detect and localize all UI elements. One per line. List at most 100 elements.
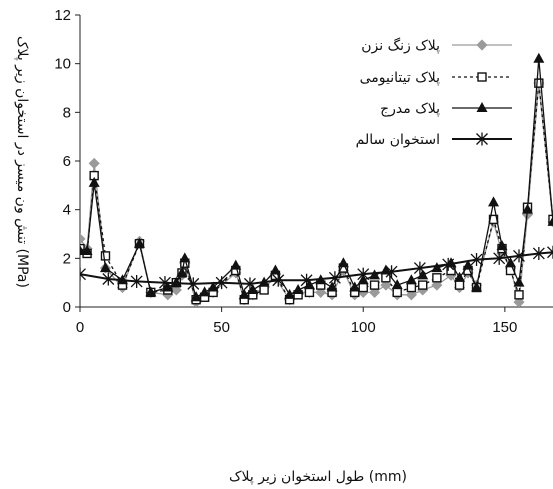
- x-tick-label: 100: [351, 319, 376, 336]
- data-point-square: [514, 290, 524, 300]
- data-point-star: [272, 273, 285, 287]
- data-point-square: [454, 280, 465, 290]
- series-group: [80, 52, 553, 307]
- y-tick-label: 2: [63, 250, 71, 267]
- data-point-square: [534, 78, 544, 88]
- data-point-star: [159, 276, 171, 290]
- data-point-triangle: [269, 264, 281, 275]
- data-point-star: [102, 272, 115, 286]
- legend-item-2: پلاک تیتانیومی: [360, 70, 512, 86]
- legend-item-4: استخوان سالم: [356, 132, 512, 148]
- data-point-star: [442, 257, 455, 271]
- series-2: [80, 78, 553, 305]
- data-point-square: [406, 282, 417, 293]
- y-tick-label: 12: [54, 7, 71, 24]
- data-point-diamond: [513, 296, 525, 307]
- data-point-diamond: [88, 157, 100, 169]
- data-point-square: [548, 214, 553, 225]
- data-point-triangle: [230, 259, 242, 270]
- data-point-triangle: [199, 286, 211, 297]
- data-point-star: [80, 267, 86, 281]
- data-point-triangle: [292, 283, 304, 294]
- x-tick-label: 150: [492, 319, 517, 336]
- data-point-triangle: [326, 281, 338, 292]
- y-tick-label: 6: [63, 153, 71, 170]
- data-point-square: [369, 280, 380, 290]
- x-tick-label: 50: [213, 319, 230, 336]
- data-point-square: [477, 72, 487, 82]
- data-point-triangle: [369, 269, 381, 280]
- data-point-triangle: [454, 271, 466, 282]
- data-point-square: [100, 251, 111, 261]
- data-point-star: [493, 251, 506, 265]
- data-point-star: [470, 253, 483, 267]
- data-point-diamond: [80, 233, 86, 245]
- data-point-triangle: [145, 286, 157, 297]
- legend-item-3: پلاک مدرج: [380, 101, 512, 117]
- data-point-triangle: [405, 274, 417, 285]
- data-point-square: [80, 243, 85, 254]
- data-point-star: [532, 246, 545, 260]
- data-point-star: [187, 277, 200, 291]
- data-point-square: [432, 273, 442, 283]
- data-point-square: [392, 287, 402, 298]
- data-point-star: [130, 274, 143, 288]
- series-line: [80, 83, 553, 304]
- data-point-triangle: [179, 252, 191, 263]
- data-point-triangle: [533, 52, 545, 63]
- data-point-diamond: [476, 39, 488, 51]
- y-tick-label: 0: [63, 299, 71, 316]
- series-line: [80, 83, 553, 301]
- data-point-triangle: [522, 203, 534, 214]
- data-point-triangle: [417, 269, 429, 280]
- data-point-star: [513, 249, 525, 263]
- data-point-triangle: [496, 240, 508, 251]
- data-point-triangle: [284, 288, 296, 299]
- data-point-triangle: [176, 266, 188, 277]
- data-point-triangle: [505, 257, 517, 268]
- data-point-triangle: [247, 283, 259, 294]
- data-point-triangle: [238, 288, 250, 299]
- data-point-triangle: [488, 196, 500, 207]
- y-tick-label: 8: [63, 104, 71, 121]
- data-point-diamond: [315, 286, 327, 298]
- legend-label: پلاک تیتانیومی: [360, 70, 440, 86]
- y-tick-label: 4: [63, 202, 71, 219]
- data-point-star: [243, 277, 256, 291]
- data-point-triangle: [337, 257, 349, 268]
- data-point-square: [418, 280, 428, 290]
- x-tick-label: 0: [76, 319, 84, 336]
- data-point-triangle: [391, 279, 403, 290]
- data-point-triangle: [349, 281, 361, 292]
- data-point-star: [357, 267, 370, 281]
- data-point-diamond: [368, 286, 381, 298]
- legend-label: استخوان سالم: [356, 132, 440, 148]
- data-point-triangle: [88, 176, 100, 187]
- data-point-square: [259, 285, 269, 295]
- data-point-star: [385, 265, 398, 279]
- data-point-triangle: [471, 281, 483, 292]
- series-4: [80, 245, 553, 291]
- legend-item-1: پلاک زنگ نزن: [361, 37, 512, 54]
- data-point-triangle: [476, 102, 488, 112]
- data-point-triangle: [462, 259, 474, 270]
- data-point-diamond: [405, 289, 417, 301]
- x-axis-title: طول استخوان زیر پلاک (mm): [229, 469, 407, 485]
- legend-label: پلاک زنگ نزن: [361, 37, 440, 54]
- data-point-star: [328, 271, 341, 285]
- data-point-triangle: [190, 291, 202, 302]
- data-point-star: [547, 245, 553, 259]
- data-point-diamond: [431, 279, 443, 291]
- data-point-triangle: [99, 262, 111, 273]
- data-point-triangle: [133, 237, 145, 248]
- data-point-square: [358, 282, 368, 293]
- data-point-star: [476, 132, 488, 146]
- data-point-star: [215, 276, 228, 290]
- series-line: [80, 58, 553, 299]
- legend-label: پلاک مدرج: [380, 101, 440, 117]
- data-point-triangle: [81, 245, 93, 256]
- legend: پلاک زنگ نزن پلاک تیتانیومی پلاک مدرج استخو…: [356, 37, 512, 148]
- series-3: [80, 52, 553, 302]
